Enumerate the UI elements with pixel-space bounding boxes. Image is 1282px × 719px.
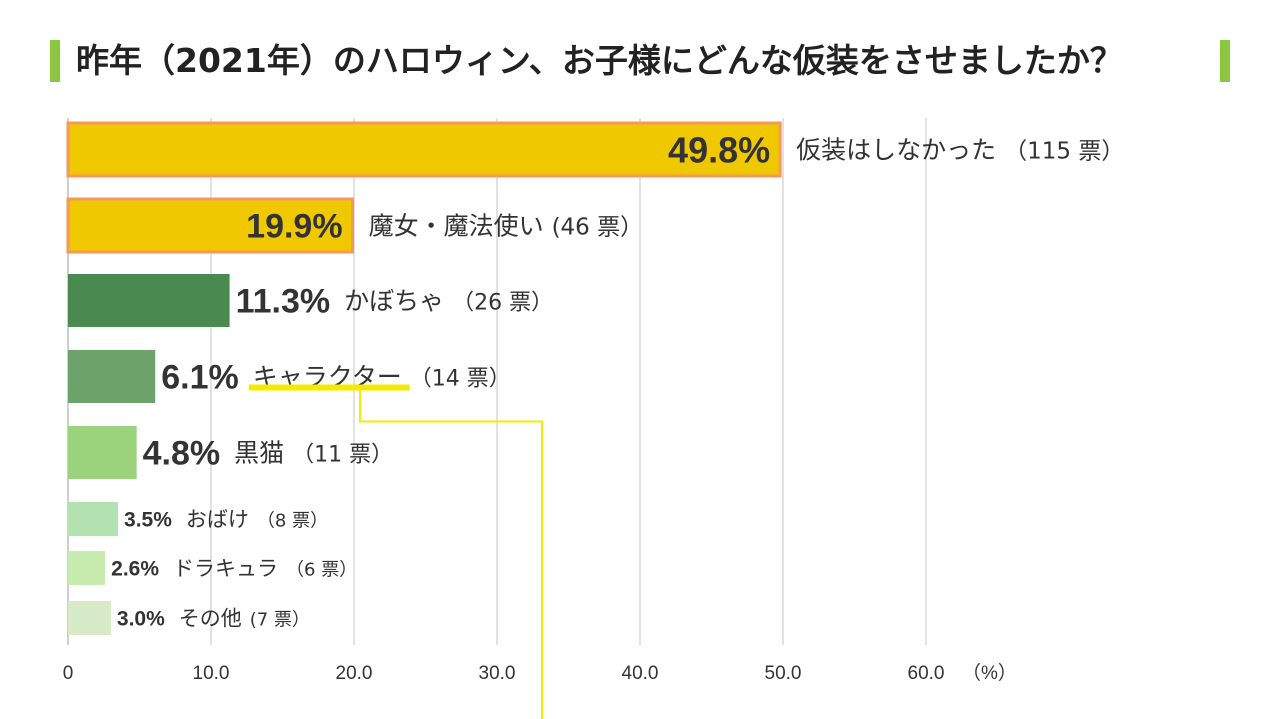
title-accent-left [50, 40, 60, 82]
bar-category-label: 黒猫 [234, 439, 284, 468]
bar [68, 601, 111, 635]
title-accent-right [1220, 40, 1230, 82]
bar [66, 197, 355, 254]
bar-category-label: ドラキュラ [173, 557, 278, 581]
callout-line [359, 390, 543, 719]
x-axis-unit-label: （%） [962, 662, 1017, 684]
bar [68, 426, 137, 479]
bar-category-label: 仮装はしなかった [796, 136, 996, 165]
bar [68, 350, 156, 403]
bar [68, 274, 230, 327]
bar-value-label: 3.0% [117, 608, 165, 631]
bar-votes-label: （115 票） [1004, 139, 1124, 165]
bar-category-label: 魔女・魔法使い [369, 212, 544, 241]
x-tick-label: 20.0 [336, 663, 373, 684]
bar-value-label: 6.1% [161, 359, 239, 397]
bar-votes-label: (7 票） [250, 610, 310, 631]
x-tick-label: 0 [63, 663, 74, 684]
x-tick-label: 40.0 [622, 663, 659, 684]
bar-category-label: その他 [179, 607, 242, 631]
bar-category-label: おばけ [186, 508, 249, 532]
category-highlight-underline [248, 384, 410, 391]
bar [68, 551, 106, 585]
x-tick-label: 60.0 [908, 663, 945, 684]
bar-value-label: 49.8% [668, 129, 770, 170]
bar [68, 502, 119, 536]
bar-votes-label: （11 票） [292, 443, 393, 468]
title-area: 昨年（2021年）のハロウィン、お子様にどんな仮装をさせましたか？ [0, 0, 1282, 110]
bar-votes-label: （6 票） [286, 560, 357, 581]
x-tick-label: 30.0 [479, 663, 516, 684]
bar-votes-label: （26 票） [452, 291, 553, 316]
bar-votes-label: （8 票） [257, 511, 328, 532]
bar-value-label: 2.6% [111, 558, 159, 581]
bar-value-label: 19.9% [246, 208, 342, 246]
bar-votes-label: (46 票） [552, 215, 644, 241]
bar-votes-label: （14 票） [410, 367, 511, 392]
chart-title: 昨年（2021年）のハロウィン、お子様にどんな仮装をさせましたか？ [76, 41, 1123, 80]
bar-value-label: 3.5% [124, 509, 172, 532]
x-tick-label: 10.0 [193, 663, 230, 684]
x-tick-label: 50.0 [765, 663, 802, 684]
bar-category-label: かぼちゃ [344, 287, 444, 316]
bar [66, 121, 782, 178]
bar-value-label: 11.3% [236, 283, 331, 321]
bar-value-label: 4.8% [143, 435, 221, 473]
